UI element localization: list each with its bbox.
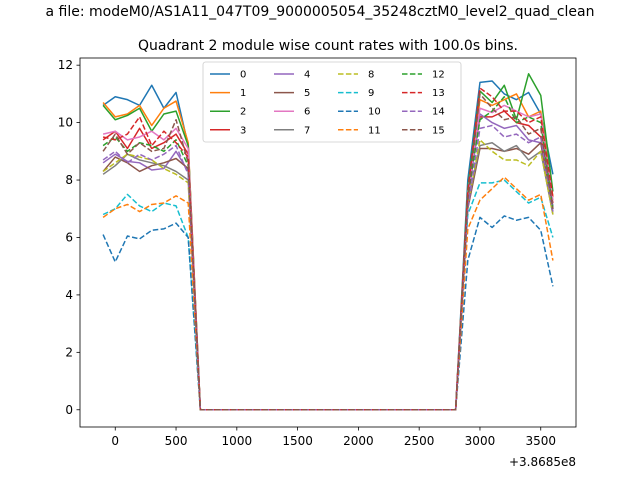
legend-label-15: 15 xyxy=(432,125,445,136)
x-tick-label: 1000 xyxy=(222,434,253,448)
x-tick-label: 500 xyxy=(165,434,188,448)
axes-frame xyxy=(79,57,577,428)
x-tick-label: 2000 xyxy=(343,434,374,448)
legend-label-5: 5 xyxy=(304,88,310,99)
y-tick-label: 2 xyxy=(65,345,73,359)
legend-label-6: 6 xyxy=(304,107,310,118)
x-axis-offset-label: +3.8685e8 xyxy=(509,455,576,469)
legend-label-9: 9 xyxy=(368,88,374,99)
x-tick-label: 0 xyxy=(111,434,119,448)
legend-label-0: 0 xyxy=(240,70,246,81)
legend-label-4: 4 xyxy=(304,70,310,81)
legend-label-12: 12 xyxy=(432,70,445,81)
legend-label-1: 1 xyxy=(240,88,246,99)
y-tick-label: 8 xyxy=(65,173,73,187)
legend-label-2: 2 xyxy=(240,107,246,118)
legend-label-11: 11 xyxy=(368,125,381,136)
y-tick-label: 12 xyxy=(58,58,73,72)
series-line-15 xyxy=(102,93,554,411)
chart-title: Quadrant 2 module wise count rates with … xyxy=(138,38,518,54)
legend-label-7: 7 xyxy=(304,125,310,136)
series-layer xyxy=(102,73,554,411)
legend-frame xyxy=(202,61,462,143)
legend-label-8: 8 xyxy=(368,70,374,81)
x-tick-label: 1500 xyxy=(282,434,313,448)
legend-label-10: 10 xyxy=(368,107,381,118)
x-tick-label: 3500 xyxy=(525,434,556,448)
legend-label-13: 13 xyxy=(432,88,445,99)
y-tick-label: 6 xyxy=(65,230,73,244)
y-tick-label: 0 xyxy=(65,403,73,417)
legend-label-3: 3 xyxy=(240,125,246,136)
legend-label-14: 14 xyxy=(432,107,445,118)
x-tick-label: 2500 xyxy=(404,434,435,448)
y-tick-label: 4 xyxy=(65,288,73,302)
y-tick-label: 10 xyxy=(58,116,73,130)
x-tick-label: 3000 xyxy=(465,434,496,448)
figure-suptitle: a file: modeM0/AS1A11_047T09_9000005054_… xyxy=(46,4,595,20)
